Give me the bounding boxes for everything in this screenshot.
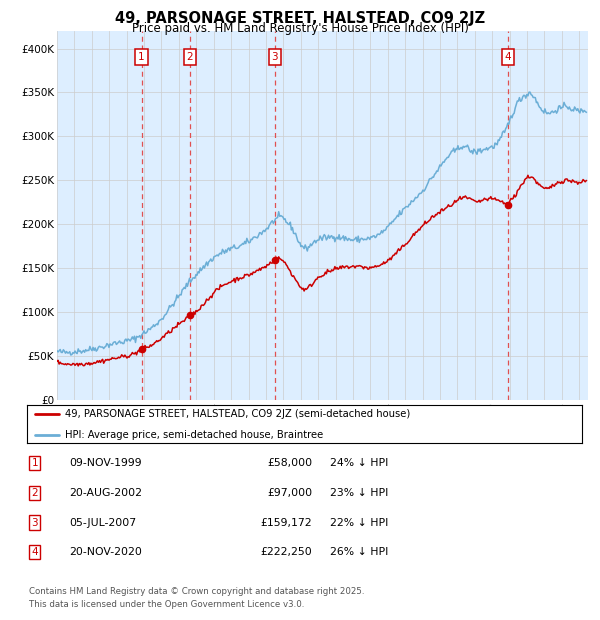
Text: HPI: Average price, semi-detached house, Braintree: HPI: Average price, semi-detached house,… — [65, 430, 323, 440]
Text: £159,172: £159,172 — [260, 518, 312, 528]
Text: 23% ↓ HPI: 23% ↓ HPI — [330, 488, 388, 498]
Text: Contains HM Land Registry data © Crown copyright and database right 2025.: Contains HM Land Registry data © Crown c… — [29, 587, 364, 596]
Text: 09-NOV-1999: 09-NOV-1999 — [69, 458, 142, 468]
Text: 05-JUL-2007: 05-JUL-2007 — [69, 518, 136, 528]
Text: £97,000: £97,000 — [267, 488, 312, 498]
Text: 1: 1 — [138, 52, 145, 63]
Text: 3: 3 — [31, 518, 38, 528]
Text: 2: 2 — [187, 52, 193, 63]
Text: 49, PARSONAGE STREET, HALSTEAD, CO9 2JZ: 49, PARSONAGE STREET, HALSTEAD, CO9 2JZ — [115, 11, 485, 26]
Text: £222,250: £222,250 — [260, 547, 312, 557]
Text: £58,000: £58,000 — [267, 458, 312, 468]
Text: 26% ↓ HPI: 26% ↓ HPI — [330, 547, 388, 557]
Text: 20-AUG-2002: 20-AUG-2002 — [69, 488, 142, 498]
Text: 1: 1 — [31, 458, 38, 468]
Text: 2: 2 — [31, 488, 38, 498]
Text: 3: 3 — [271, 52, 278, 63]
Text: 4: 4 — [31, 547, 38, 557]
Text: 24% ↓ HPI: 24% ↓ HPI — [330, 458, 388, 468]
Text: 22% ↓ HPI: 22% ↓ HPI — [330, 518, 388, 528]
Text: Price paid vs. HM Land Registry's House Price Index (HPI): Price paid vs. HM Land Registry's House … — [131, 22, 469, 35]
Text: 20-NOV-2020: 20-NOV-2020 — [69, 547, 142, 557]
Text: 49, PARSONAGE STREET, HALSTEAD, CO9 2JZ (semi-detached house): 49, PARSONAGE STREET, HALSTEAD, CO9 2JZ … — [65, 409, 410, 420]
Text: 4: 4 — [505, 52, 511, 63]
Text: This data is licensed under the Open Government Licence v3.0.: This data is licensed under the Open Gov… — [29, 600, 304, 609]
